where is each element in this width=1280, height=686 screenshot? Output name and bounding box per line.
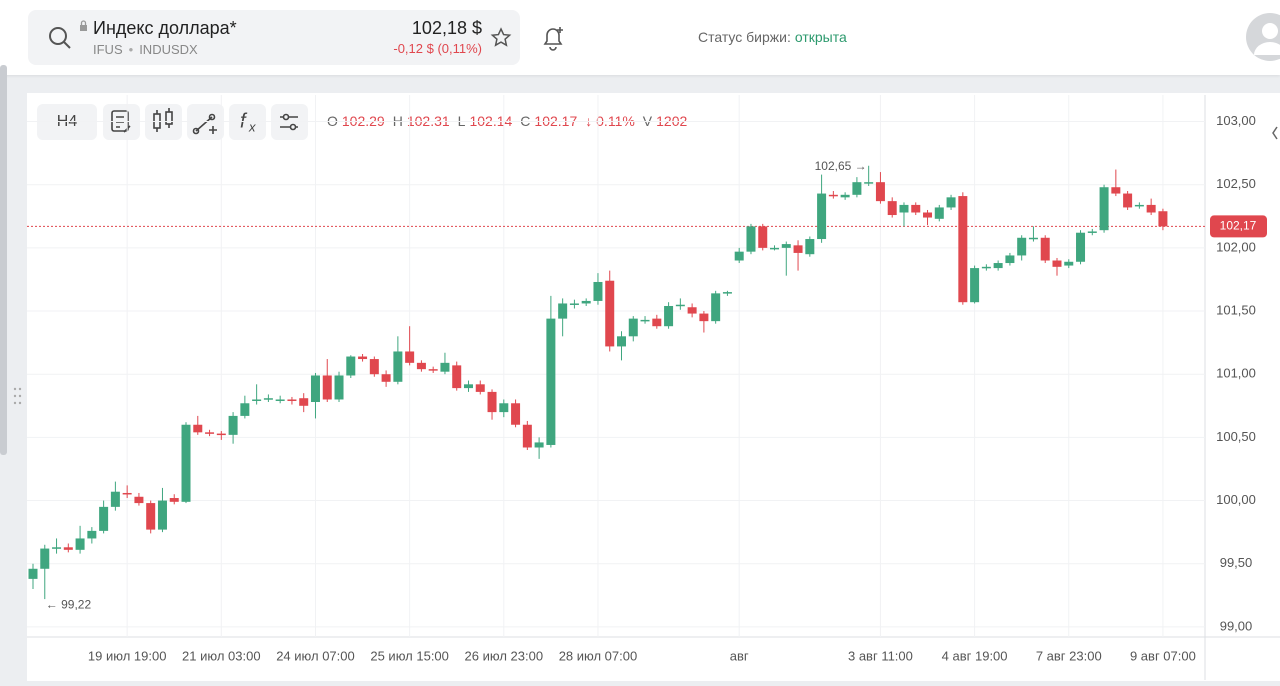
- l-label: L: [457, 113, 466, 129]
- code: INDUSDX: [123, 42, 198, 57]
- l-value: 102.14: [469, 113, 513, 129]
- price: 102,18 $: [411, 18, 482, 38]
- resize-handle[interactable]: [13, 387, 22, 405]
- scrollbar[interactable]: [0, 65, 7, 455]
- status-label: Статус биржи:: [698, 29, 791, 45]
- status-value: открыта: [794, 29, 847, 45]
- c-label: C: [520, 113, 531, 129]
- o-value: 102.29: [341, 113, 385, 129]
- ticker: IFUS: [93, 42, 123, 57]
- change-value: ↓ 0.11%: [585, 113, 635, 129]
- instrument-search[interactable]: [28, 10, 520, 65]
- h-label: H: [392, 113, 403, 129]
- v-label: V: [642, 113, 653, 129]
- chart-panel: [27, 93, 1280, 681]
- interval-button[interactable]: H4: [37, 104, 97, 140]
- instrument-codes: IFUSINDUSDX: [93, 42, 198, 57]
- o-label: O: [327, 113, 338, 129]
- price-change: -0,12 $ (0,11%): [393, 41, 482, 56]
- volume-value: 1202: [656, 113, 688, 129]
- exchange-status: Статус биржи: открыта: [698, 29, 847, 45]
- instrument-name: Индекс доллара*: [93, 18, 237, 38]
- ohlc-legend: O 102.29 H 102.31 L 102.14 C 102.17 ↓ 0.11% V 1202: [327, 113, 695, 129]
- h-value: 102.31: [406, 113, 450, 129]
- c-value: 102.17: [534, 113, 578, 129]
